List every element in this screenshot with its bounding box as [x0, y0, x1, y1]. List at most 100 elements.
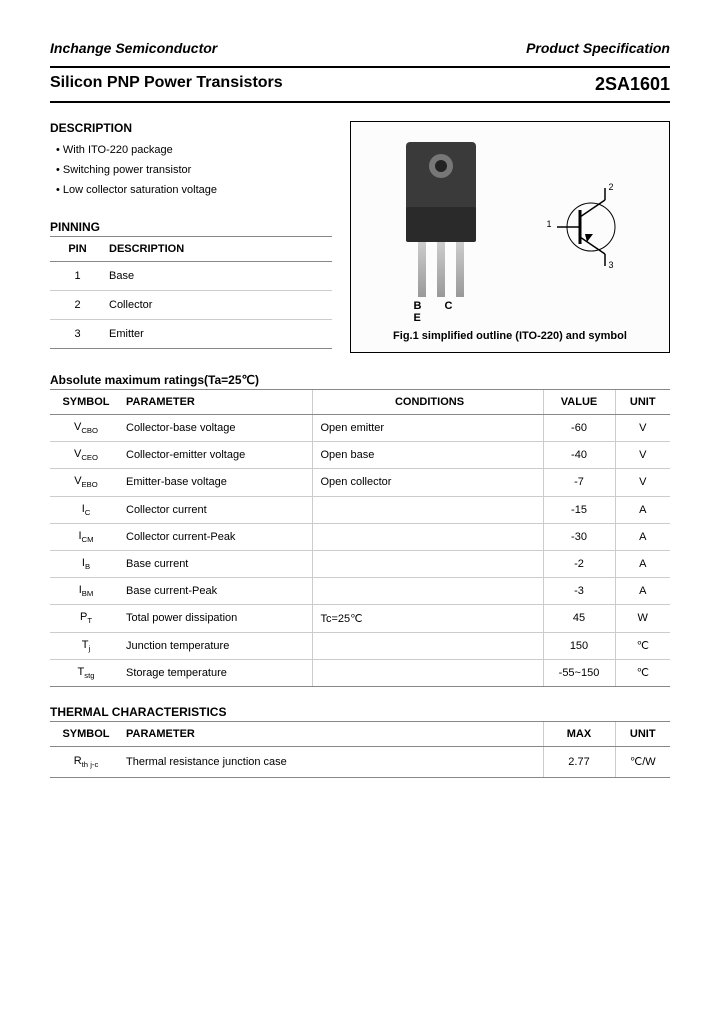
- rating-symbol: VCEO: [50, 442, 122, 469]
- top-section: DESCRIPTION With ITO-220 package Switchi…: [50, 121, 670, 353]
- rating-condition: [312, 523, 543, 550]
- doc-type: Product Specification: [526, 40, 670, 56]
- symbol-pin-2: 2: [609, 182, 614, 192]
- ratings-table: SYMBOL PARAMETER CONDITIONS VALUE UNIT V…: [50, 389, 670, 687]
- thermal-table: SYMBOL PARAMETER MAX UNIT Rth j-cThermal…: [50, 721, 670, 778]
- table-row: TjJunction temperature150℃: [50, 632, 670, 659]
- pnp-symbol-icon: [555, 182, 625, 272]
- rating-value: 150: [543, 632, 615, 659]
- thermal-heading: THERMAL CHARACTERISTICS: [50, 705, 670, 719]
- rating-condition: [312, 550, 543, 577]
- rating-parameter: Base current: [122, 550, 312, 577]
- table-row: IBMBase current-Peak-3A: [50, 578, 670, 605]
- rating-parameter: Total power dissipation: [122, 605, 312, 632]
- description-list: With ITO-220 package Switching power tra…: [50, 141, 332, 200]
- table-row: VCBOCollector-base voltageOpen emitter-6…: [50, 415, 670, 442]
- thermal-col-unit: UNIT: [615, 721, 670, 746]
- rating-parameter: Base current-Peak: [122, 578, 312, 605]
- pin-desc: Collector: [105, 291, 332, 320]
- thermal-col-symbol: SYMBOL: [50, 721, 122, 746]
- table-row: ICCollector current-15A: [50, 496, 670, 523]
- pin-number: 1: [50, 262, 105, 291]
- package-hole-icon: [429, 154, 453, 178]
- package-lead-icon: [418, 242, 426, 297]
- product-family: Silicon PNP Power Transistors: [50, 74, 283, 95]
- symbol-pin-3: 3: [609, 260, 614, 270]
- rating-condition: Open base: [312, 442, 543, 469]
- rating-symbol: VEBO: [50, 469, 122, 496]
- figure-content: B C E 1 2 3: [361, 132, 659, 322]
- rating-condition: Open collector: [312, 469, 543, 496]
- top-left-column: DESCRIPTION With ITO-220 package Switchi…: [50, 121, 332, 353]
- pinning-heading: PINNING: [50, 220, 332, 234]
- rating-symbol: IBM: [50, 578, 122, 605]
- rating-condition: [312, 578, 543, 605]
- package-lead-icon: [456, 242, 464, 297]
- rating-parameter: Collector current: [122, 496, 312, 523]
- description-item: With ITO-220 package: [56, 141, 332, 161]
- table-row: 3Emitter: [50, 320, 332, 349]
- symbol-pin-1: 1: [547, 219, 552, 229]
- thermal-col-parameter: PARAMETER: [122, 721, 543, 746]
- part-number: 2SA1601: [595, 74, 670, 95]
- table-row: IBBase current-2A: [50, 550, 670, 577]
- rating-unit: V: [615, 442, 670, 469]
- rating-symbol: PT: [50, 605, 122, 632]
- rating-unit: A: [615, 578, 670, 605]
- table-row: 1Base: [50, 262, 332, 291]
- ratings-col-unit: UNIT: [615, 390, 670, 415]
- rating-unit: W: [615, 605, 670, 632]
- rating-condition: [312, 659, 543, 686]
- rating-value: -40: [543, 442, 615, 469]
- rating-condition: [312, 632, 543, 659]
- rating-value: -7: [543, 469, 615, 496]
- package-drawing: B C E: [396, 142, 486, 312]
- rating-condition: Open emitter: [312, 415, 543, 442]
- thermal-max: 2.77: [543, 746, 615, 777]
- ratings-col-symbol: SYMBOL: [50, 390, 122, 415]
- pin-desc: Emitter: [105, 320, 332, 349]
- pin-desc: Base: [105, 262, 332, 291]
- pin-col-desc: DESCRIPTION: [105, 237, 332, 262]
- description-item: Low collector saturation voltage: [56, 181, 332, 201]
- rating-value: -30: [543, 523, 615, 550]
- company-name: Inchange Semiconductor: [50, 40, 217, 56]
- thermal-parameter: Thermal resistance junction case: [122, 746, 543, 777]
- rating-symbol: VCBO: [50, 415, 122, 442]
- figure-caption: Fig.1 simplified outline (ITO-220) and s…: [361, 330, 659, 342]
- rating-value: -15: [543, 496, 615, 523]
- ratings-col-parameter: PARAMETER: [122, 390, 312, 415]
- rating-value: -60: [543, 415, 615, 442]
- pin-number: 2: [50, 291, 105, 320]
- pin-col-pin: PIN: [50, 237, 105, 262]
- thermal-col-max: MAX: [543, 721, 615, 746]
- description-item: Switching power transistor: [56, 161, 332, 181]
- table-row: Rth j-cThermal resistance junction case2…: [50, 746, 670, 777]
- rating-unit: V: [615, 415, 670, 442]
- table-row: VCEOCollector-emitter voltageOpen base-4…: [50, 442, 670, 469]
- rating-unit: ℃: [615, 659, 670, 686]
- rating-condition: [312, 496, 543, 523]
- ratings-col-conditions: CONDITIONS: [312, 390, 543, 415]
- rating-symbol: Tstg: [50, 659, 122, 686]
- figure-box: B C E 1 2 3 Fig.1 simplified outline (IT: [350, 121, 670, 353]
- rating-value: -55~150: [543, 659, 615, 686]
- rating-unit: A: [615, 523, 670, 550]
- ratings-col-value: VALUE: [543, 390, 615, 415]
- table-row: PTTotal power dissipationTc=25℃45W: [50, 605, 670, 632]
- rating-unit: V: [615, 469, 670, 496]
- table-row: ICMCollector current-Peak-30A: [50, 523, 670, 550]
- package-lead-icon: [437, 242, 445, 297]
- rating-parameter: Emitter-base voltage: [122, 469, 312, 496]
- ratings-heading: Absolute maximum ratings(Ta=25℃): [50, 373, 670, 387]
- title-row: Silicon PNP Power Transistors 2SA1601: [50, 66, 670, 103]
- rating-unit: A: [615, 550, 670, 577]
- rating-symbol: Tj: [50, 632, 122, 659]
- thermal-unit: ℃/W: [615, 746, 670, 777]
- rating-symbol: ICM: [50, 523, 122, 550]
- rating-parameter: Junction temperature: [122, 632, 312, 659]
- thermal-symbol: Rth j-c: [50, 746, 122, 777]
- rating-symbol: IC: [50, 496, 122, 523]
- rating-parameter: Storage temperature: [122, 659, 312, 686]
- table-row: 2Collector: [50, 291, 332, 320]
